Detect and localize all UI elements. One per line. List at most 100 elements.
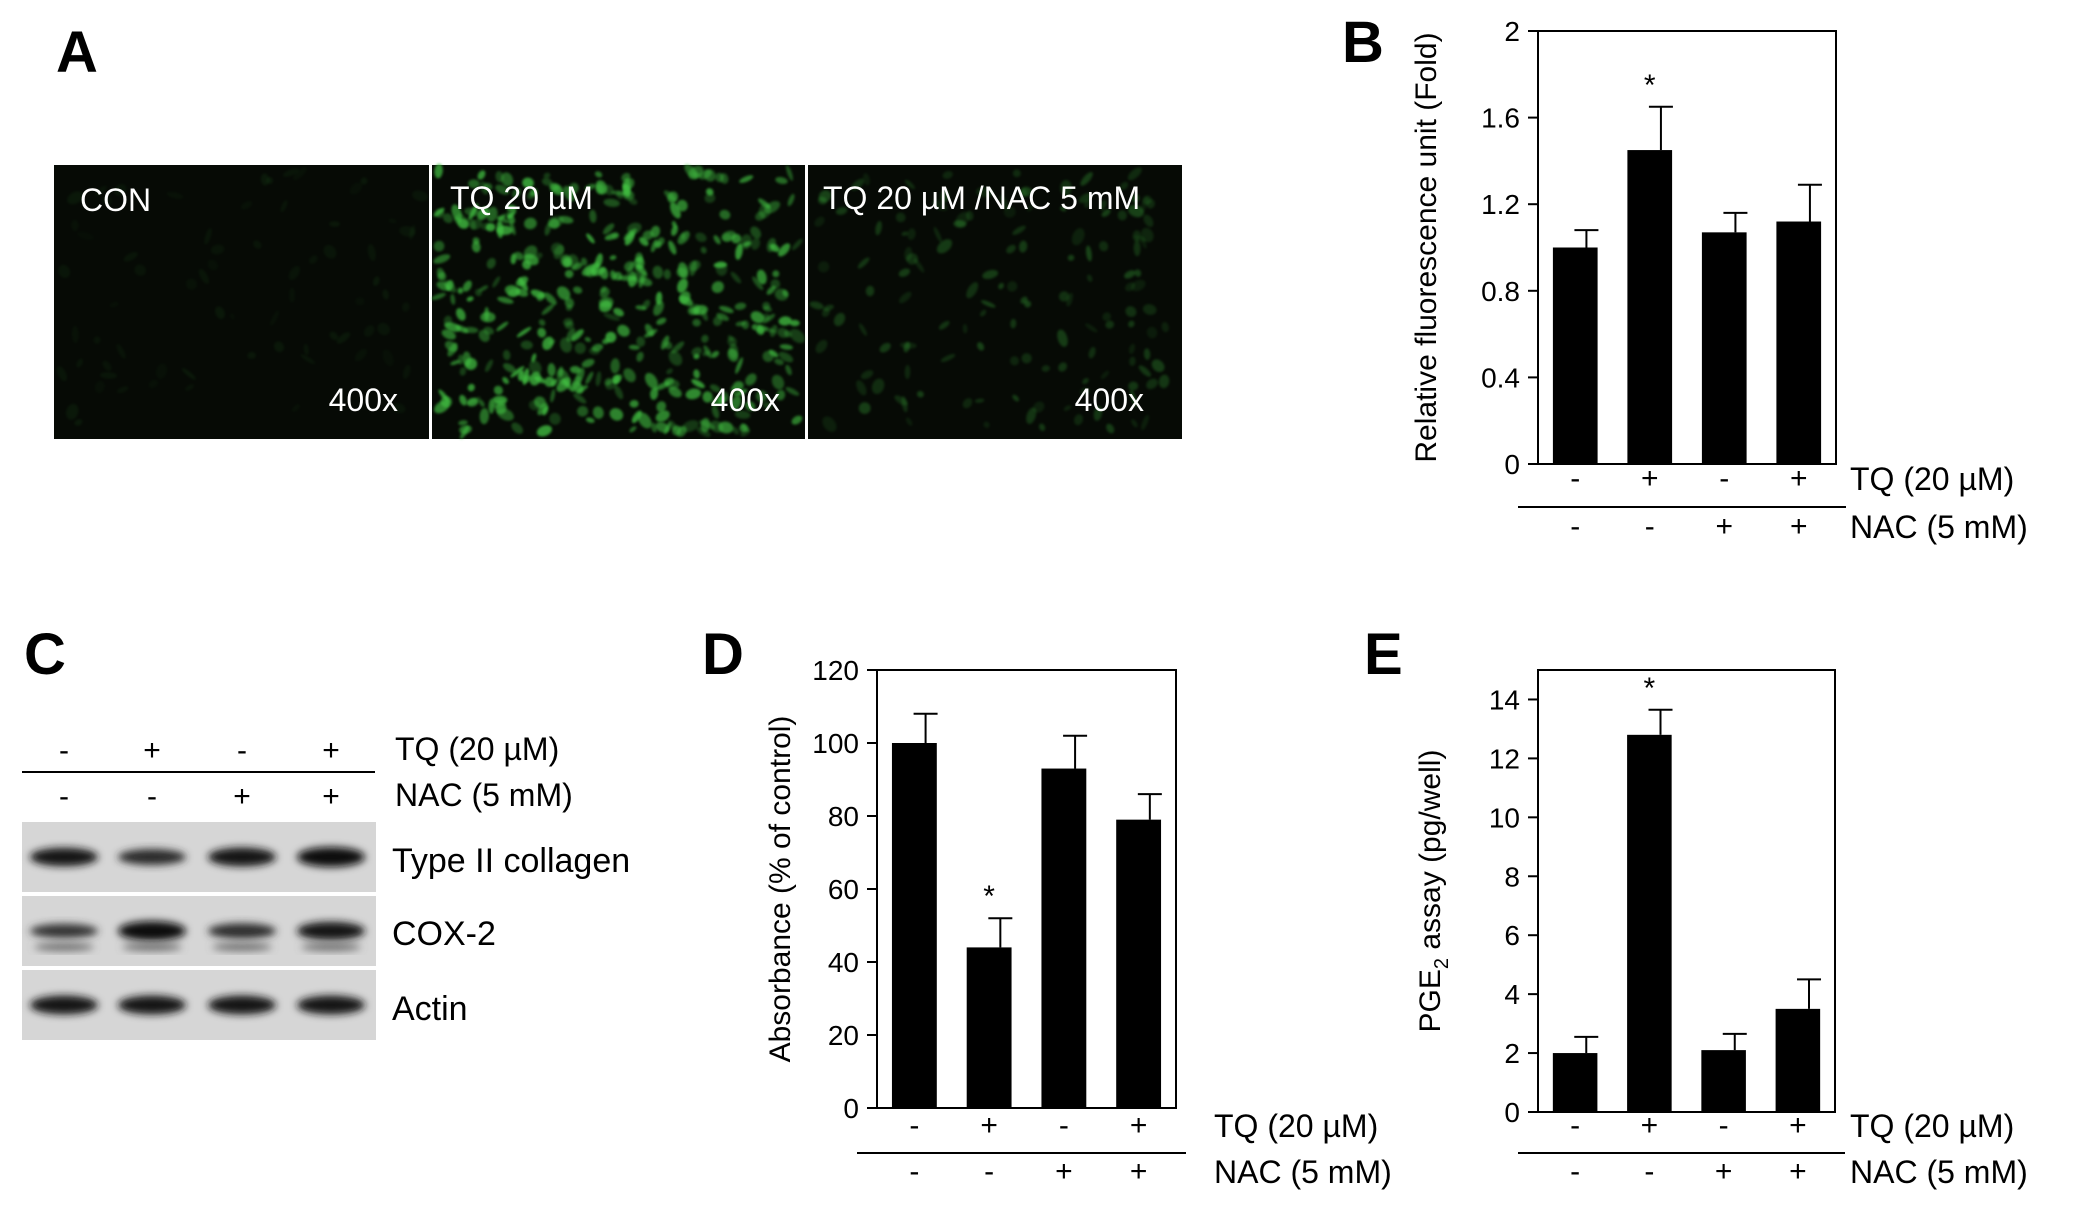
sign-label: - — [1645, 510, 1655, 543]
cell-mark — [734, 302, 747, 311]
cell-mark — [457, 354, 464, 365]
cell-mark — [541, 178, 553, 186]
cell-mark — [1006, 244, 1016, 254]
cell-mark — [210, 244, 225, 255]
cell-mark — [300, 354, 316, 364]
cell-mark — [479, 408, 490, 425]
cell-mark — [732, 426, 740, 435]
sign-label: - — [909, 1155, 919, 1188]
cell-mark — [1140, 227, 1154, 243]
bar — [1116, 819, 1162, 1108]
cell-mark — [577, 405, 589, 417]
cell-mark — [462, 280, 472, 292]
cell-mark — [506, 204, 517, 212]
cell-mark — [1125, 306, 1137, 318]
cell-mark — [1134, 269, 1142, 277]
cell-mark — [463, 326, 479, 334]
cell-mark — [605, 331, 617, 343]
cell-mark — [1007, 281, 1018, 292]
treatment-label-nac: NAC (5 mM) — [1214, 1154, 1392, 1190]
cell-mark — [485, 359, 493, 372]
cell-mark — [722, 233, 732, 243]
blot-type-ii-collagen: Type II collagen — [22, 822, 630, 892]
cell-mark — [511, 187, 522, 198]
cell-mark — [778, 243, 791, 257]
cell-mark — [977, 342, 985, 351]
cell-mark — [1071, 228, 1085, 246]
y-tick-label: 8 — [1504, 861, 1520, 892]
cell-mark — [1066, 292, 1073, 307]
micrograph-con: CON 400x — [54, 165, 429, 439]
cell-mark — [1129, 356, 1136, 366]
cell-mark — [1093, 406, 1103, 421]
cell-mark — [442, 213, 453, 224]
y-tick-label: 2 — [1504, 16, 1520, 47]
cell-mark — [610, 358, 620, 374]
cell-mark — [548, 339, 556, 345]
cell-mark — [755, 211, 766, 221]
cell-mark — [1143, 214, 1154, 228]
cell-mark — [982, 269, 999, 280]
cell-mark — [388, 218, 397, 224]
cell-mark — [603, 198, 620, 207]
cell-mark — [713, 315, 723, 327]
sign-label: + — [1789, 1155, 1807, 1188]
cell-mark — [581, 257, 588, 266]
cell-mark — [1085, 245, 1092, 262]
y-tick-label: 1.6 — [1481, 103, 1520, 134]
cell-mark — [898, 268, 911, 277]
micrograph-label: TQ 20 µM /NAC 5 mM — [823, 180, 1140, 216]
cell-mark — [181, 368, 196, 380]
cell-mark — [611, 231, 620, 240]
cell-mark — [904, 364, 911, 380]
cell-mark — [776, 389, 786, 401]
cell-mark — [740, 234, 753, 250]
cell-mark — [1085, 323, 1098, 333]
cell-mark — [787, 193, 795, 207]
cell-mark — [785, 387, 800, 396]
cell-mark — [71, 219, 79, 232]
cell-mark — [522, 368, 530, 385]
cell-mark — [823, 304, 834, 312]
treatment-label-tq: TQ (20 µM) — [395, 731, 559, 767]
cell-mark — [966, 210, 974, 221]
sign-label: - — [1570, 1155, 1580, 1188]
cell-mark — [685, 388, 701, 400]
cell-mark — [468, 203, 479, 220]
cell-mark — [565, 304, 573, 311]
micrograph-label: CON — [80, 182, 151, 218]
micrograph-label: TQ 20 µM — [450, 180, 593, 216]
cell-mark — [650, 225, 661, 238]
cell-mark — [1057, 329, 1068, 347]
cell-mark — [116, 343, 126, 359]
cell-mark — [999, 195, 1009, 210]
micrograph-tq-nac: TQ 20 µM /NAC 5 mM 400x — [808, 165, 1182, 439]
micrograph-tq: TQ 20 µM 400x — [431, 163, 805, 439]
cell-mark — [735, 357, 743, 374]
cell-mark — [450, 293, 456, 305]
y-axis-label-subscript: 2 — [1431, 958, 1453, 969]
y-tick-label: 40 — [828, 947, 859, 978]
cell-mark — [520, 340, 533, 350]
cell-mark — [715, 172, 724, 183]
cell-mark — [134, 264, 147, 276]
cell-mark — [656, 401, 667, 413]
cell-mark — [581, 264, 598, 276]
cell-mark — [1143, 348, 1151, 360]
cell-mark — [372, 276, 380, 286]
cell-mark — [1133, 240, 1141, 257]
cell-mark — [603, 313, 620, 321]
cell-mark — [809, 301, 824, 310]
cell-mark — [859, 323, 867, 336]
cell-mark — [764, 201, 781, 214]
cell-mark — [574, 342, 586, 354]
y-tick-label: 0 — [843, 1093, 859, 1124]
sign-label: + — [322, 734, 340, 767]
cell-mark — [931, 199, 948, 211]
cell-mark — [1127, 167, 1142, 181]
cell-mark — [1018, 240, 1028, 253]
cell-mark — [696, 427, 711, 437]
blot-band — [208, 995, 276, 1015]
cell-mark — [693, 353, 700, 360]
cell-mark — [636, 351, 644, 362]
